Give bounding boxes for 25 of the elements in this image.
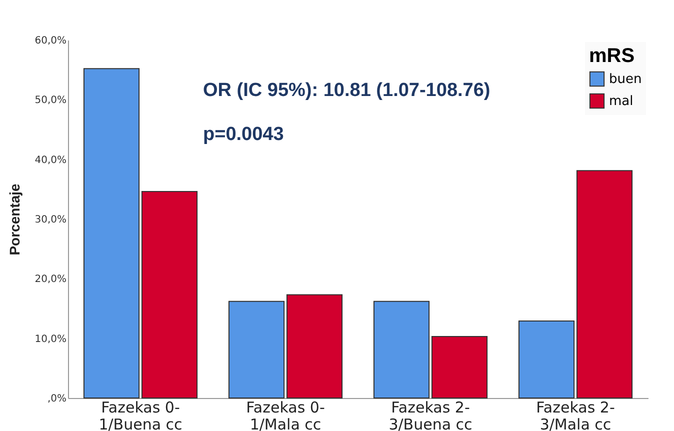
bar [373, 300, 430, 398]
annotation: p=0.0043 [203, 124, 284, 145]
y-tick-label: 20,0% [34, 274, 66, 286]
bar [286, 294, 343, 398]
annotation: OR (IC 95%): 10.81 (1.07-108.76) [203, 80, 490, 101]
y-tick-label: 60,0% [34, 36, 66, 46]
y-axis-title: Porcentaje [6, 183, 23, 256]
y-tick-label: 50,0% [34, 95, 66, 106]
x-tick-label: Fazekas 2-3/Buena cc [388, 398, 472, 431]
x-tick-label: Fazekas 2-3/Mala cc [536, 398, 615, 431]
bar [83, 68, 140, 398]
bar [431, 336, 488, 398]
y-tick-label: 10,0% [34, 334, 66, 345]
x-tick-label: Fazekas 0-1/Buena cc [98, 398, 182, 431]
y-tick-label: 30,0% [34, 214, 66, 226]
legend-title: mRS [589, 45, 635, 67]
bar [228, 300, 285, 398]
bar [576, 170, 633, 398]
legend-label: buen [609, 72, 642, 87]
legend-label: mal [609, 94, 634, 109]
y-tick-label: 40,0% [34, 154, 66, 166]
x-tick-label: Fazekas 0-1/Mala cc [246, 398, 325, 431]
y-tick-label: ,0% [47, 394, 66, 404]
bar [518, 320, 575, 398]
bar [141, 191, 198, 398]
